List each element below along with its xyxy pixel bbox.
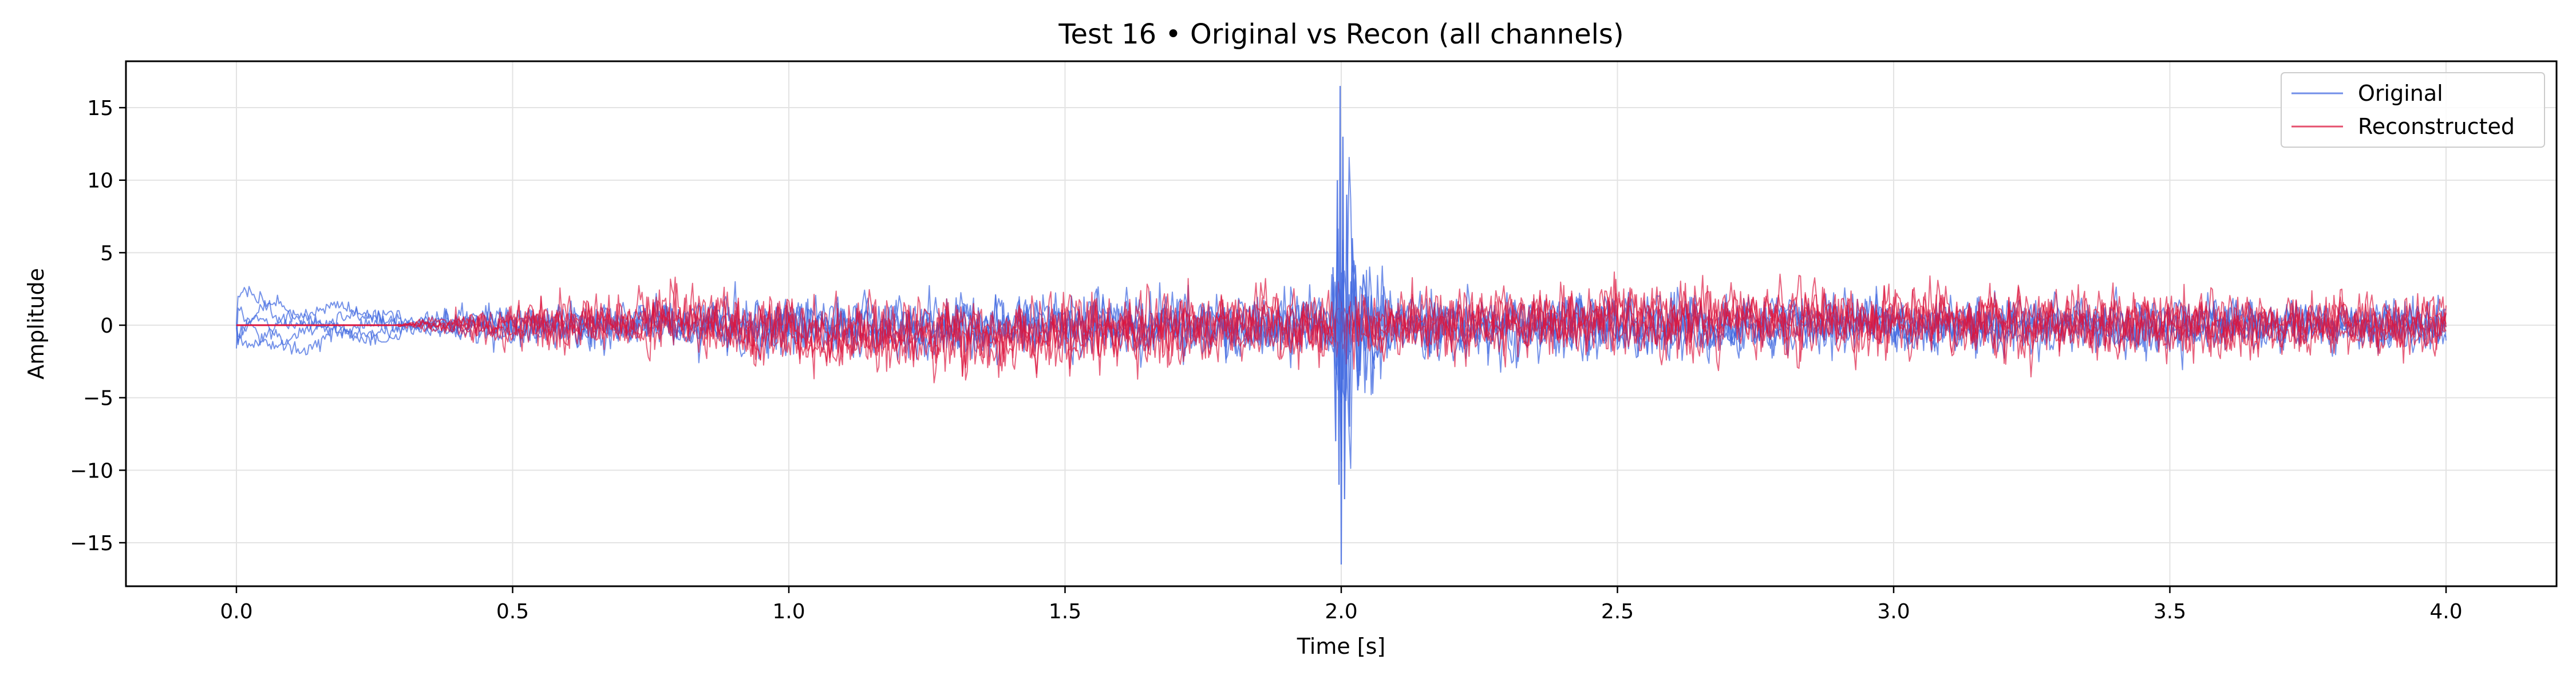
y-axis-title: Amplitude [23,268,49,380]
x-tick-label: 4.0 [2429,600,2462,623]
ticks: 0.0 0.5 1.0 1.5 2.0 2.5 3.0 3.5 4.0 15 10 5 0 −5 −10 −1… [70,97,2463,623]
legend-label-reconstructed: Reconstructed [2358,114,2515,139]
y-tick-label: −10 [70,459,113,483]
chart-title: Test 16 • Original vs Recon (all channel… [1058,18,1623,50]
x-tick-label: 0.0 [220,600,252,623]
burst-line [1332,86,1375,565]
legend-label-original: Original [2358,81,2443,106]
x-tick-label: 1.5 [1049,600,1081,623]
x-tick-label: 3.0 [1877,600,1910,623]
series-line-original [236,157,2447,398]
x-tick-label: 0.5 [496,600,529,623]
y-tick-label: 15 [87,97,113,120]
plot-area [236,86,2447,565]
x-tick-label: 3.5 [2154,600,2186,623]
original-burst [1332,86,1375,565]
y-tick-label: 5 [100,242,113,265]
y-tick-label: 10 [87,169,113,193]
x-axis-title: Time [s] [1297,634,1386,659]
legend-box [2281,72,2545,148]
x-tick-label: 2.0 [1325,600,1357,623]
y-tick-label: −5 [83,387,113,410]
legend: Original Reconstructed [2281,72,2545,148]
x-tick-label: 1.0 [772,600,805,623]
series-layer [236,86,2447,565]
y-tick-label: −15 [70,532,113,555]
y-tick-label: 0 [100,314,113,338]
x-tick-label: 2.5 [1601,600,1634,623]
